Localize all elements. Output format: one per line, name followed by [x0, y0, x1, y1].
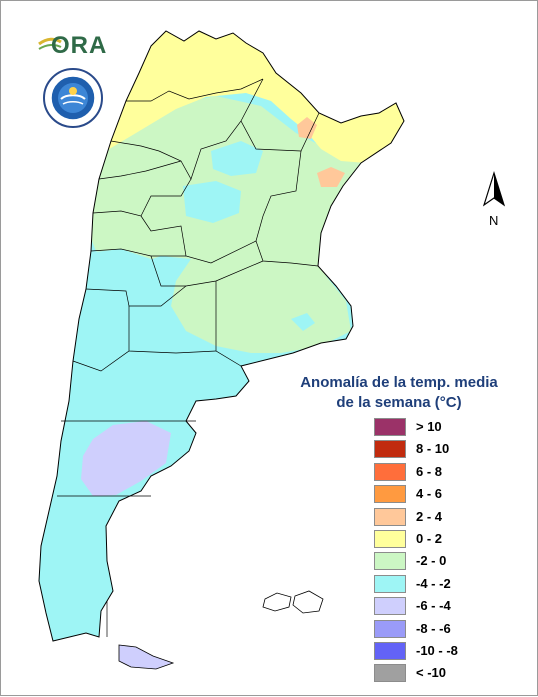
legend-item-6-8: 6 - 8 — [374, 462, 504, 483]
legend-title: Anomalía de la temp. media de la semana … — [295, 373, 503, 413]
legend-label: 4 - 6 — [416, 486, 443, 502]
legend-swatch — [374, 529, 406, 548]
legend-swatch — [374, 440, 406, 459]
legend-item-lt-minus10: < -10 — [374, 663, 504, 684]
legend-swatch — [374, 664, 406, 683]
legend-swatch — [374, 641, 406, 660]
tierra-del-fuego — [118, 644, 175, 670]
legend-label: 6 - 8 — [416, 463, 443, 479]
province-borders — [57, 78, 320, 637]
legend-swatch — [374, 485, 406, 504]
legend-label: 8 - 10 — [416, 441, 450, 457]
anomaly-zone-minus4-minus2-central — [183, 181, 241, 223]
legend-swatch — [374, 552, 406, 571]
malvinas-islands — [262, 590, 324, 614]
north-arrow-icon — [482, 170, 506, 207]
anomaly-zone-minus4-minus2-north — [211, 141, 263, 176]
legend-swatch — [374, 619, 406, 638]
anomaly-zone-minus4-minus2-west — [83, 249, 166, 306]
legend-item-2-4: 2 - 4 — [374, 507, 504, 528]
anomaly-zone-minus2-0 — [86, 96, 361, 353]
ora-logo: ORA — [37, 32, 107, 60]
north-arrow: N — [479, 169, 509, 231]
legend-swatch — [374, 507, 406, 526]
legend-item-minus10-minus8: -10 - -8 — [374, 641, 504, 662]
legend-label: 2 - 4 — [416, 508, 443, 524]
ora-logo-swoosh-icon — [38, 37, 62, 50]
legend-item-0-2: 0 - 2 — [374, 529, 504, 550]
legend-item-4-6: 4 - 6 — [374, 484, 504, 505]
legend-title-line-1: Anomalía de la temp. media — [300, 374, 498, 391]
anomaly-zone-2-4-mesopotamia — [317, 167, 345, 187]
legend-swatch — [374, 418, 406, 436]
north-arrow-label: N — [489, 213, 499, 228]
legend-item-minus8-minus6: -8 - -6 — [374, 619, 504, 640]
legend-swatch — [374, 574, 406, 593]
legend-label: -8 - -6 — [416, 620, 451, 636]
legend-item-minus6-minus4: -6 - -4 — [374, 596, 504, 617]
legend-label: -10 - -8 — [416, 642, 458, 658]
ora-logo-text: ORA — [51, 32, 108, 59]
legend-item-minus2-0: -2 - 0 — [374, 551, 504, 572]
anomaly-zone-minus4-minus2-east — [291, 313, 315, 331]
legend: > 10 8 - 10 6 - 8 4 - 6 2 - 4 0 - 2 -2 -… — [374, 417, 504, 686]
legend-label: > 10 — [416, 419, 442, 434]
legend-label: < -10 — [416, 665, 446, 681]
legend-item-minus4-minus2: -4 - -2 — [374, 574, 504, 595]
legend-swatch — [374, 597, 406, 616]
legend-item-8-10: 8 - 10 — [374, 439, 504, 460]
legend-label: -6 - -4 — [416, 598, 451, 614]
legend-label: 0 - 2 — [416, 530, 443, 546]
legend-label: -2 - 0 — [416, 553, 447, 569]
anomaly-zone-minus6-minus4-patagonia — [81, 421, 171, 496]
weather-service-seal-icon — [43, 68, 103, 128]
legend-title-line-2: de la semana (°C) — [336, 394, 462, 411]
anomaly-zone-2-4-northeast — [297, 117, 317, 139]
legend-swatch — [374, 462, 406, 481]
legend-label: -4 - -2 — [416, 575, 451, 591]
argentina-outline — [38, 30, 405, 642]
legend-item-gt10: > 10 — [374, 417, 504, 438]
